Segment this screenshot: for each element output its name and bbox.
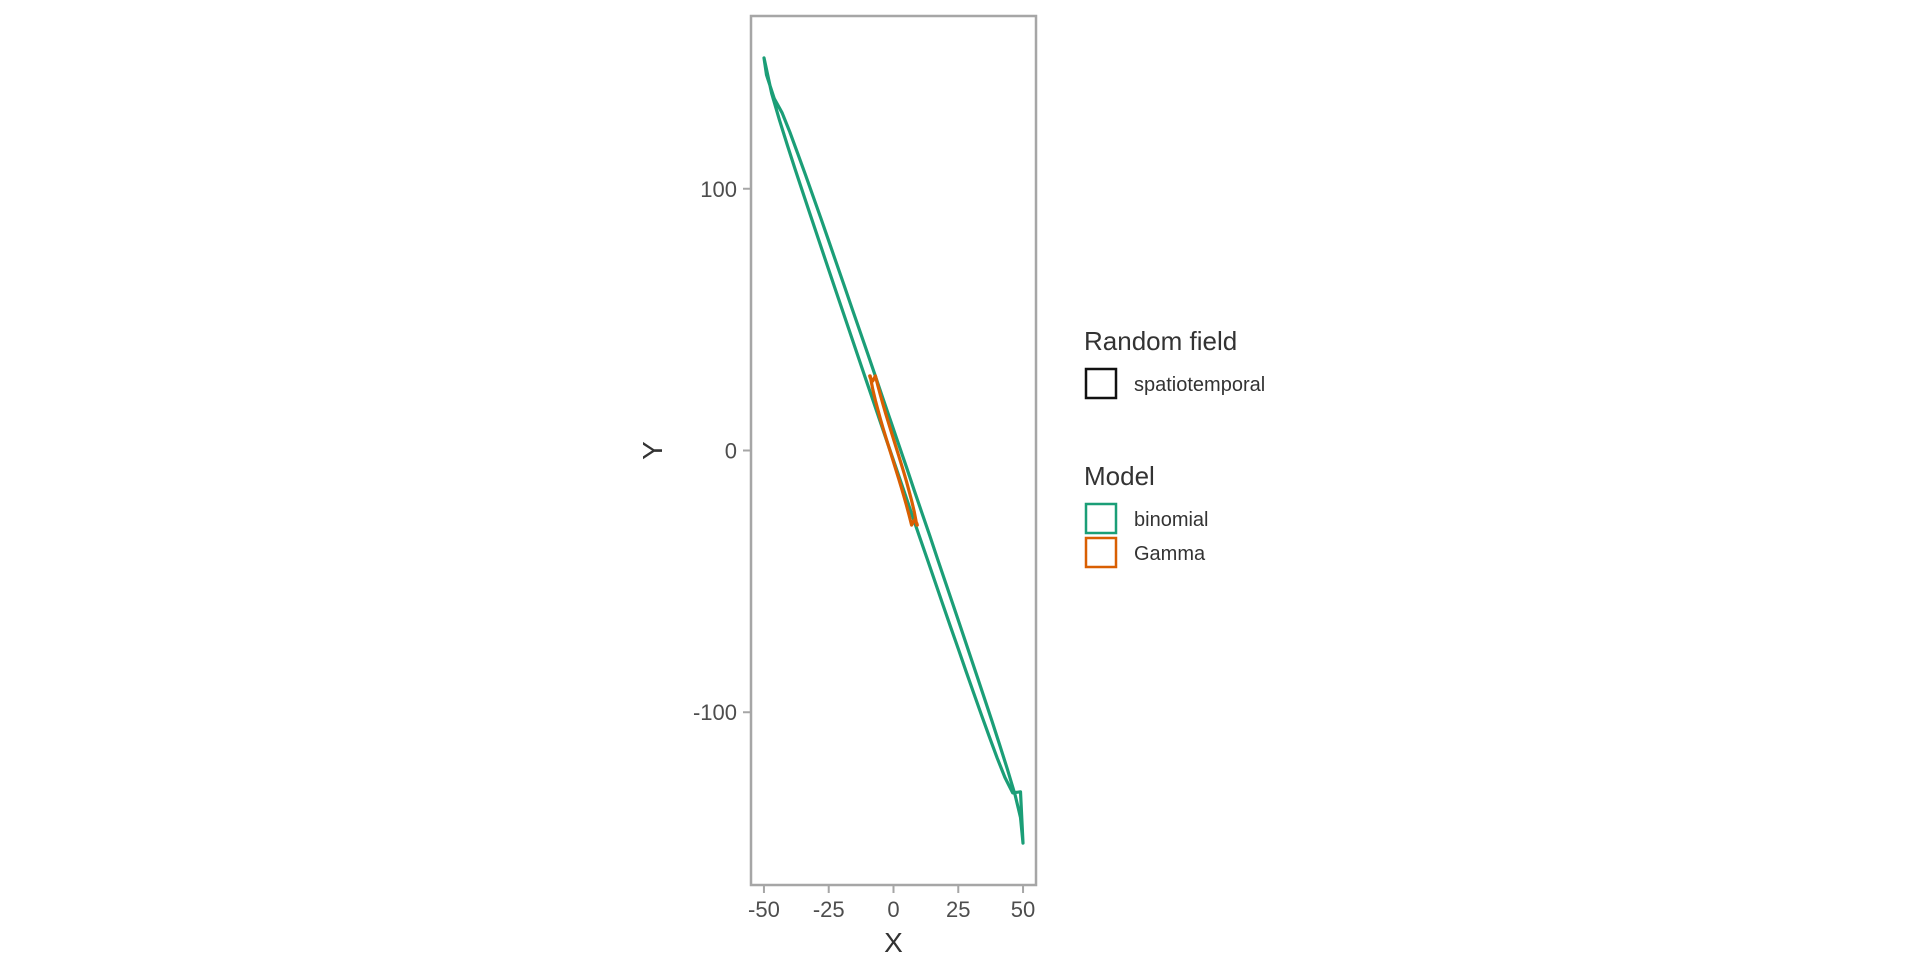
legend-title: Model	[1084, 461, 1155, 491]
y-tick-label: 100	[700, 177, 737, 202]
series-line-gamma	[868, 374, 919, 527]
legend: Random field spatiotemporal Model binomial G…	[1084, 326, 1265, 569]
y-tick-label: -100	[693, 700, 737, 725]
x-tick-label: -50	[748, 897, 780, 922]
y-axis-title: Y	[637, 441, 668, 460]
legend-key	[1084, 536, 1118, 569]
x-tick-label: -25	[813, 897, 845, 922]
legend-label: spatiotemporal	[1134, 374, 1265, 396]
y-axis: -100 0 100	[693, 177, 751, 725]
legend-title: Random field	[1084, 326, 1237, 356]
series-layer	[762, 56, 1025, 845]
x-axis: -50 -25 0 25 50	[748, 885, 1035, 922]
series-line-binomial	[762, 56, 1025, 845]
x-tick-label: 0	[887, 897, 899, 922]
y-tick-label: 0	[725, 439, 737, 464]
x-axis-title: X	[884, 927, 903, 958]
legend-label: Gamma	[1134, 543, 1206, 565]
legend-key	[1084, 367, 1118, 400]
x-tick-label: 50	[1011, 897, 1035, 922]
legend-label: binomial	[1134, 509, 1208, 531]
legend-key	[1084, 502, 1118, 535]
x-tick-label: 25	[946, 897, 970, 922]
